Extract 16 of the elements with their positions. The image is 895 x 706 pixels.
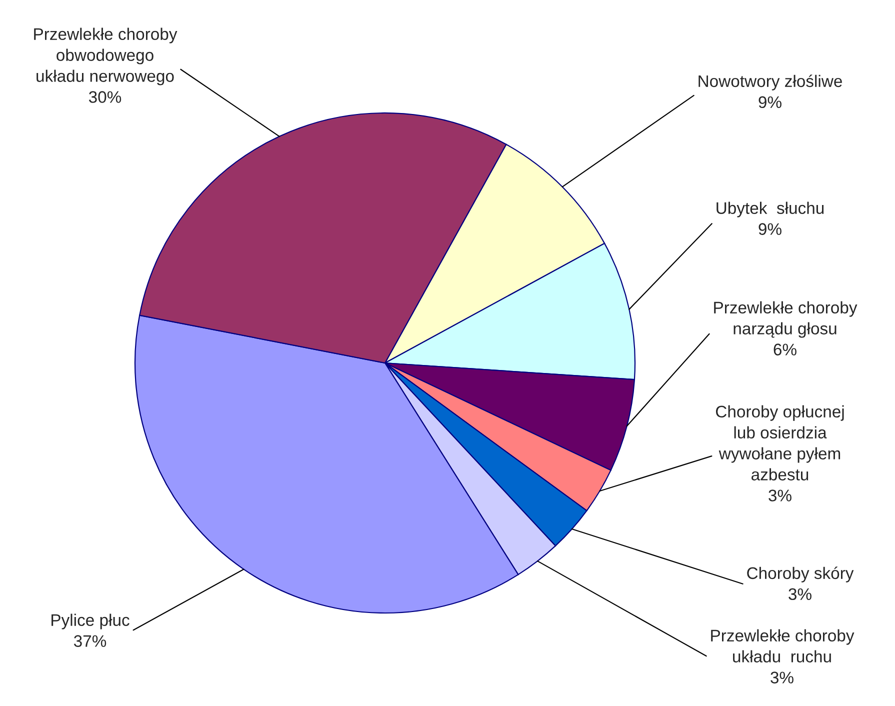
data-label: 6% [774, 344, 796, 356]
slice-label: Przewlekłe choroby obwodowego układu nerwowego [34, 28, 178, 86]
slice-label: Przewlekłe choroby układu ruchu [711, 629, 854, 662]
slice-label: Choroby skóry [747, 566, 854, 582]
slice-label: Przewlekłe choroby narządu głosu [714, 301, 858, 338]
data-label: 30% [88, 91, 122, 103]
slice-label: Ubytek słuchu [716, 202, 824, 218]
slice-label: Nowotwory złośliwe [698, 74, 842, 90]
slice-label: Choroby opłucnej lub osierdzia wywołane pyłem azbestu [716, 405, 844, 480]
data-label: 3% [768, 490, 792, 502]
data-label: 37% [74, 635, 106, 647]
data-label: 3% [770, 672, 794, 684]
data-label: 9% [758, 96, 782, 108]
slice-label: Pylice płuc [52, 614, 130, 630]
data-label: 3% [788, 588, 812, 600]
data-label: 9% [758, 223, 782, 235]
